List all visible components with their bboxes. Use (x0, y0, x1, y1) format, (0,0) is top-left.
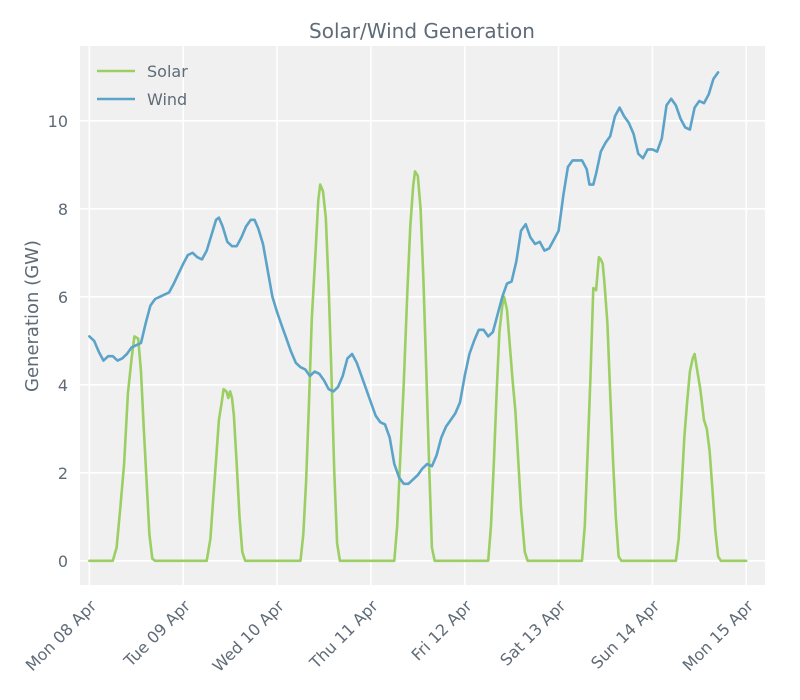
y-tick-label: 6 (58, 288, 68, 307)
y-tick-label: 2 (58, 464, 68, 483)
chart-title: Solar/Wind Generation (309, 19, 535, 43)
y-ticks: 0 2 4 6 8 10 (48, 112, 68, 571)
series-line-wind (88, 71, 720, 486)
legend-label-wind: Wind (147, 90, 187, 109)
y-tick-label: 10 (48, 112, 68, 131)
legend-label-solar: Solar (147, 62, 188, 81)
x-tick-label: Mon 08 Apr (22, 596, 101, 675)
y-axis-title: Generation (GW) (22, 240, 43, 392)
x-tick-label: Sat 13 Apr (496, 596, 569, 669)
grid (80, 46, 765, 585)
x-ticks: Mon 08 Apr Tue 09 Apr Wed 10 Apr Thu 11 Apr… (22, 596, 758, 676)
x-tick-label: Mon 15 Apr (679, 596, 758, 675)
series-line-solar (88, 170, 748, 563)
legend: Solar Wind (97, 62, 188, 109)
x-tick-label: Tue 09 Apr (119, 596, 194, 671)
x-tick-label: Fri 12 Apr (407, 596, 475, 664)
x-tick-label: Wed 10 Apr (209, 596, 289, 676)
x-tick-label: Sun 14 Apr (587, 596, 663, 672)
series-group (88, 71, 748, 563)
y-tick-label: 0 (58, 552, 68, 571)
y-tick-label: 8 (58, 200, 68, 219)
plot-background (80, 46, 765, 585)
y-tick-label: 4 (58, 376, 68, 395)
x-tick-label: Thu 11 Apr (305, 596, 382, 673)
